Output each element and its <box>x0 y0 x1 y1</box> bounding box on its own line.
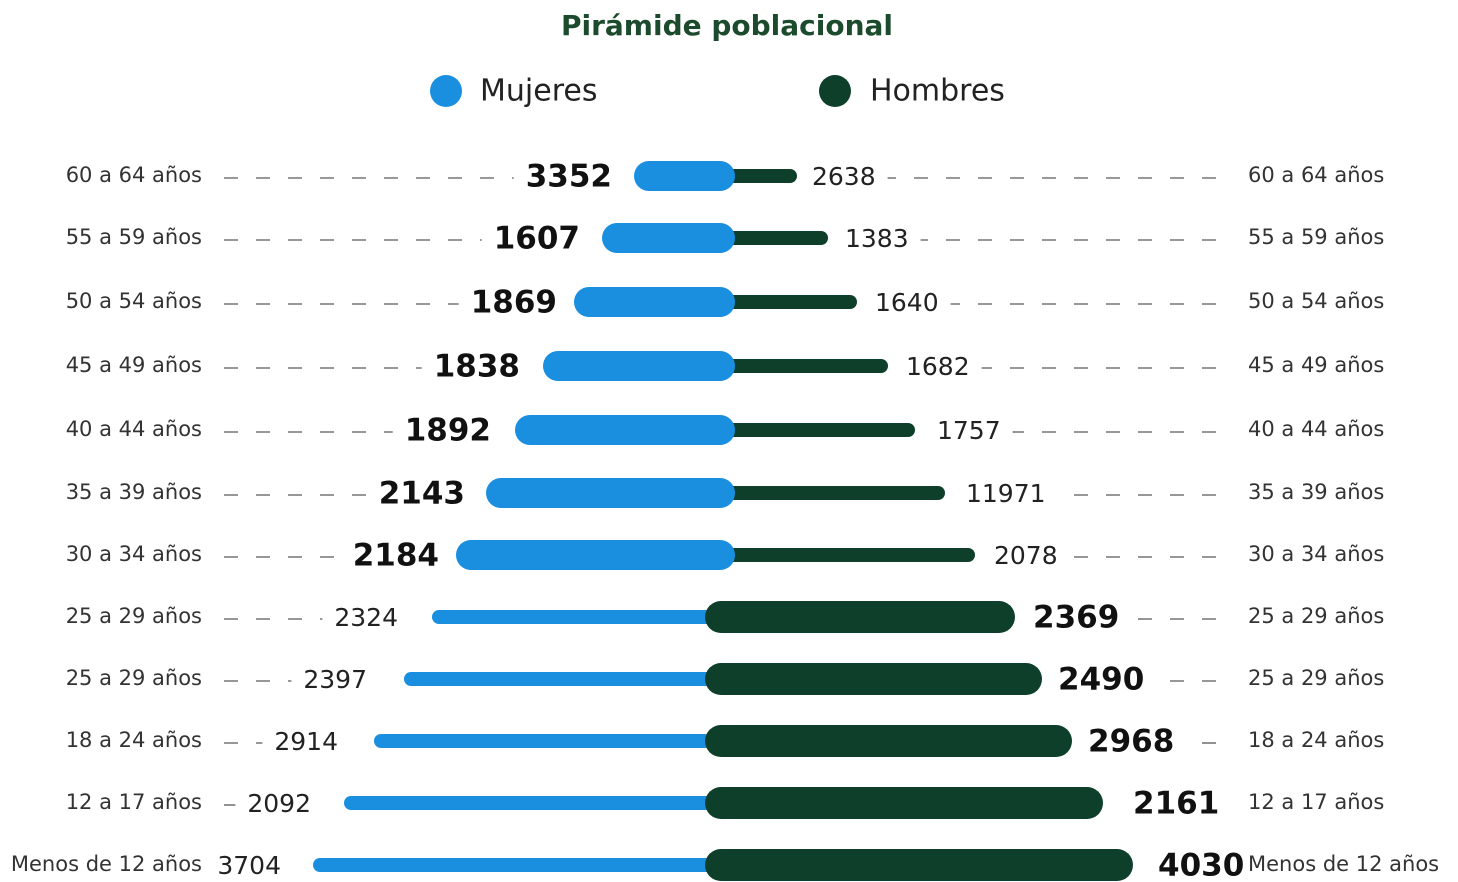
men-value: 1757 <box>937 416 1001 445</box>
women-value: 3352 <box>526 159 612 195</box>
women-value: 2914 <box>274 727 338 756</box>
women-value: 3704 <box>217 851 281 880</box>
men-bar <box>715 486 945 500</box>
women-value: 2143 <box>379 476 465 512</box>
men-value: 4030 <box>1158 848 1244 882</box>
age-label: Menos de 12 años <box>11 852 202 876</box>
men-bar <box>705 725 1072 757</box>
women-value: 2092 <box>247 789 311 818</box>
women-bar <box>404 672 740 686</box>
men-value: 2968 <box>1088 724 1174 760</box>
age-label: 40 a 44 años <box>66 417 202 441</box>
men-bar <box>715 169 797 183</box>
women-bar <box>602 223 735 253</box>
women-value: 1892 <box>405 413 491 449</box>
women-bar <box>634 161 735 191</box>
age-label: 50 a 54 años <box>66 289 202 313</box>
women-bar <box>574 287 735 317</box>
men-value: 2161 <box>1133 786 1219 822</box>
men-value: 2078 <box>994 541 1058 570</box>
age-label: Menos de 12 años <box>1248 852 1439 876</box>
age-label: 60 a 64 años <box>1248 163 1384 187</box>
women-bar <box>374 734 740 748</box>
age-label: 35 a 39 años <box>66 480 202 504</box>
age-label: 18 a 24 años <box>1248 728 1384 752</box>
men-bar <box>715 295 857 309</box>
age-label: 30 a 34 años <box>66 542 202 566</box>
chart-title: Pirámide poblacional <box>561 9 893 42</box>
men-bar <box>705 849 1133 881</box>
women-bar <box>486 478 735 508</box>
age-label: 25 a 29 años <box>1248 604 1384 628</box>
legend-label: Hombres <box>870 74 1005 109</box>
men-bar <box>705 787 1103 819</box>
women-value: 2397 <box>303 665 367 694</box>
legend-label: Mujeres <box>480 74 597 109</box>
men-bar <box>705 601 1015 633</box>
age-label: 45 a 49 años <box>1248 353 1384 377</box>
legend-swatch <box>430 75 462 107</box>
men-bar <box>705 663 1042 695</box>
age-label: 45 a 49 años <box>66 353 202 377</box>
women-bar <box>456 540 735 570</box>
men-value: 1383 <box>845 224 909 253</box>
women-bar <box>432 610 740 624</box>
women-value: 2184 <box>353 538 439 574</box>
women-bar <box>313 858 740 872</box>
women-bar <box>515 415 735 445</box>
men-value: 2369 <box>1033 600 1119 636</box>
age-label: 50 a 54 años <box>1248 289 1384 313</box>
age-label: 35 a 39 años <box>1248 480 1384 504</box>
age-label: 12 a 17 años <box>66 790 202 814</box>
men-bar <box>715 423 915 437</box>
women-value: 1607 <box>494 221 580 257</box>
age-label: 40 a 44 años <box>1248 417 1384 441</box>
age-label: 55 a 59 años <box>1248 225 1384 249</box>
women-value: 1838 <box>434 349 520 385</box>
men-value: 1640 <box>875 288 939 317</box>
men-value: 1682 <box>906 352 970 381</box>
men-bar <box>715 231 828 245</box>
men-value: 2490 <box>1058 662 1144 698</box>
age-label: 25 a 29 años <box>1248 666 1384 690</box>
women-bar <box>543 351 735 381</box>
legend-swatch <box>819 75 851 107</box>
men-bar <box>715 359 888 373</box>
women-bar <box>344 796 740 810</box>
age-label: 18 a 24 años <box>66 728 202 752</box>
age-label: 55 a 59 años <box>66 225 202 249</box>
men-value: 11971 <box>966 479 1046 508</box>
men-bar <box>715 548 975 562</box>
age-label: 12 a 17 años <box>1248 790 1384 814</box>
age-label: 30 a 34 años <box>1248 542 1384 566</box>
women-value: 2324 <box>334 603 398 632</box>
men-value: 2638 <box>812 162 876 191</box>
age-label: 25 a 29 años <box>66 666 202 690</box>
age-label: 60 a 64 años <box>66 163 202 187</box>
age-label: 25 a 29 años <box>66 604 202 628</box>
women-value: 1869 <box>471 285 557 321</box>
